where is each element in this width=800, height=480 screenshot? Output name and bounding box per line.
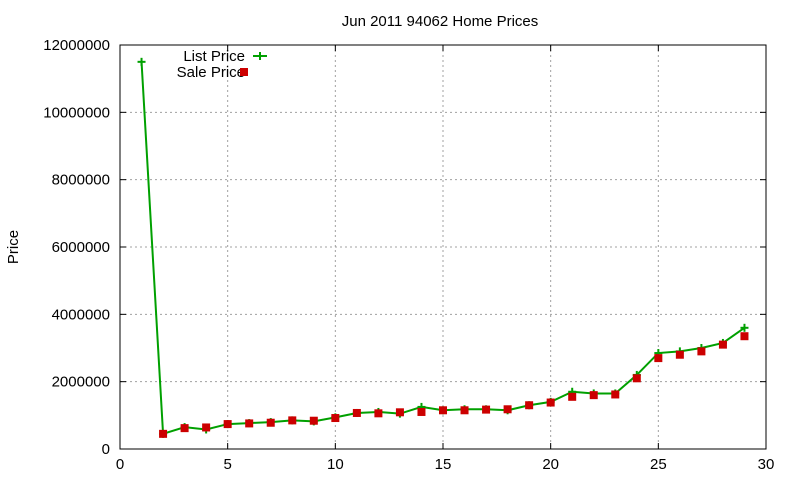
sale-price-point-20 <box>589 391 598 400</box>
x-tick-label-3: 15 <box>435 456 452 473</box>
sale-price-point-21 <box>611 390 620 399</box>
sale-price-point-9 <box>352 408 361 417</box>
sale-price-point-17 <box>525 401 534 410</box>
sale-price-point-11 <box>395 408 404 417</box>
sale-price-point-12 <box>417 407 426 416</box>
y-tick-label-4: 8000000 <box>52 172 110 189</box>
legend-sample-marker-sale-price <box>240 68 248 76</box>
sale-price-point-15 <box>482 405 491 414</box>
x-tick-label-1: 5 <box>223 456 231 473</box>
sale-price-point-1 <box>180 424 189 433</box>
sale-price-point-4 <box>245 419 254 428</box>
list-price-point-28 <box>740 323 749 332</box>
x-tick-label-0: 0 <box>116 456 124 473</box>
y-axis-label: Price <box>5 230 22 264</box>
legend: List Price Sale Price <box>177 48 267 81</box>
sale-price-point-24 <box>675 350 684 359</box>
sale-price-point-22 <box>632 374 641 383</box>
sale-price-point-16 <box>503 405 512 414</box>
grid-lines <box>120 45 766 449</box>
sale-price-point-0 <box>159 429 168 438</box>
sale-price-point-14 <box>460 406 469 415</box>
list-price-point-0 <box>137 57 146 66</box>
sale-price-point-19 <box>568 392 577 401</box>
legend-sample-marker-list-price <box>256 52 264 60</box>
sale-price-point-26 <box>718 340 727 349</box>
legend-label-sale-price: Sale Price <box>177 64 245 81</box>
y-tick-label-6: 12000000 <box>43 37 110 54</box>
series-line-list-price <box>140 61 746 436</box>
sale-price-point-3 <box>223 420 232 429</box>
sale-price-point-7 <box>309 416 318 425</box>
y-tick-label-2: 4000000 <box>52 306 110 323</box>
x-tick-label-5: 25 <box>650 456 667 473</box>
sale-price-point-8 <box>331 414 340 423</box>
x-tick-label-2: 10 <box>327 456 344 473</box>
y-tick-label-1: 2000000 <box>52 374 110 391</box>
y-tick-label-5: 10000000 <box>43 104 110 121</box>
y-tick-label-3: 6000000 <box>52 239 110 256</box>
sale-price-point-25 <box>697 347 706 356</box>
x-tick-label-4: 20 <box>542 456 559 473</box>
chart-title: Jun 2011 94062 Home Prices <box>342 13 539 30</box>
data-series <box>137 57 749 438</box>
sale-price-point-13 <box>439 406 447 415</box>
sale-price-point-23 <box>654 354 663 363</box>
sale-price-point-6 <box>288 416 297 425</box>
y-tick-label-0: 0 <box>102 441 110 458</box>
legend-label-list-price: List Price <box>183 48 245 65</box>
sale-price-point-27 <box>740 332 749 341</box>
sale-price-point-5 <box>266 418 275 427</box>
x-tick-label-6: 30 <box>758 456 775 473</box>
axis-ticks: 0 5 10 15 20 25 30 0 2000000 4000000 6000000 800000… <box>43 37 774 473</box>
sale-price-point-2 <box>202 423 211 432</box>
sale-price-point-10 <box>374 409 383 418</box>
sale-price-point-18 <box>546 398 555 407</box>
